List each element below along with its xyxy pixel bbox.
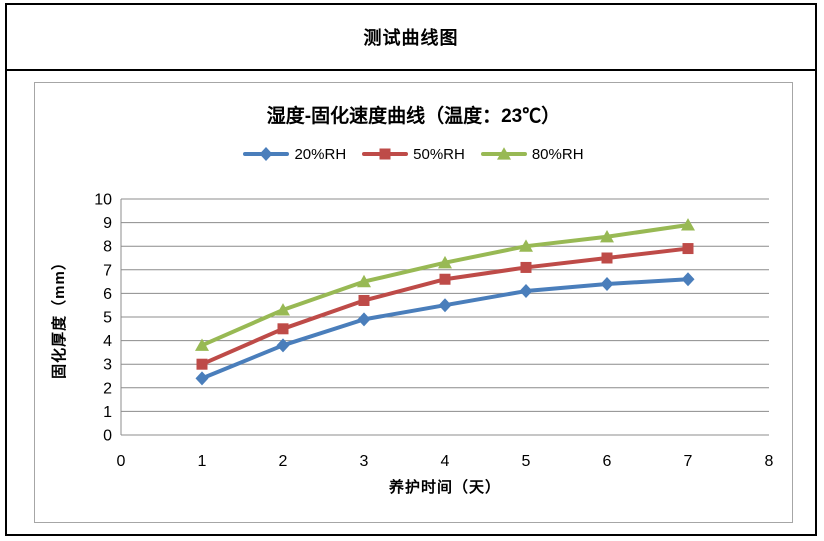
y-tick-label: 1 (103, 404, 112, 421)
x-tick-label: 3 (360, 453, 369, 470)
y-tick-label: 0 (103, 428, 112, 445)
x-tick-label: 6 (603, 453, 612, 470)
legend-marker-triangle-icon (480, 147, 527, 160)
chart-title: 湿度-固化速度曲线（温度：23℃） (266, 106, 561, 127)
chart-legend: 20%RH 50%RH 80%RH (35, 142, 792, 166)
x-tick-label: 2 (279, 453, 288, 470)
y-tick-label: 3 (103, 357, 112, 374)
legend-item-50%RH: 50%RH (362, 145, 465, 163)
legend-marker-diamond-icon (243, 147, 290, 161)
chart-frame: 湿度-固化速度曲线（温度：23℃） 20%RH 50%RH 80%RH 固化厚度（m… (34, 82, 793, 523)
series-80%RH (195, 218, 695, 351)
y-tick-label: 8 (103, 239, 112, 256)
page-title: 测试曲线图 (363, 28, 459, 48)
y-tick-label: 9 (103, 215, 112, 232)
x-tick-label: 7 (684, 453, 693, 470)
series-50%RH (196, 243, 694, 370)
y-axis-title: 固化厚度（mm） (43, 197, 73, 435)
legend-label: 80%RH (531, 145, 584, 163)
legend-label: 20%RH (294, 145, 347, 163)
legend-label: 50%RH (413, 145, 465, 163)
y-tick-label: 5 (103, 310, 112, 327)
plot-area: 0 1 2 3 4 5 6 7 8 9 10 0 1 2 3 4 5 6 7 8 (94, 192, 774, 471)
y-gridlines (121, 198, 769, 436)
x-tick-label: 0 (117, 453, 126, 470)
x-tick-labels: 0 1 2 3 4 5 6 7 8 (117, 453, 774, 470)
x-tick-label: 5 (522, 453, 531, 470)
y-tick-label: 2 (103, 380, 112, 397)
x-tick-label: 1 (198, 453, 207, 470)
x-tick-label: 8 (765, 453, 774, 470)
document-border: 测试曲线图 湿度-固化速度曲线（温度：23℃） 20%RH 50%RH 80%RH … (5, 3, 817, 536)
y-axis-title-text: 固化厚度（mm） (50, 253, 68, 379)
series-20%RH (195, 272, 695, 386)
header: 测试曲线图 (7, 5, 815, 71)
x-axis-title: 养护时间（天） (388, 479, 501, 496)
y-tick-label: 6 (103, 286, 112, 303)
legend-item-20%RH: 20%RH (243, 145, 346, 163)
legend-marker-square-icon (362, 148, 409, 160)
legend-item-80%RH: 80%RH (480, 145, 584, 163)
y-tick-label: 7 (103, 262, 112, 279)
y-tick-label: 10 (94, 192, 112, 209)
y-tick-labels: 0 1 2 3 4 5 6 7 8 9 10 (94, 192, 112, 445)
x-tick-label: 4 (441, 453, 450, 470)
y-tick-label: 4 (103, 333, 112, 350)
